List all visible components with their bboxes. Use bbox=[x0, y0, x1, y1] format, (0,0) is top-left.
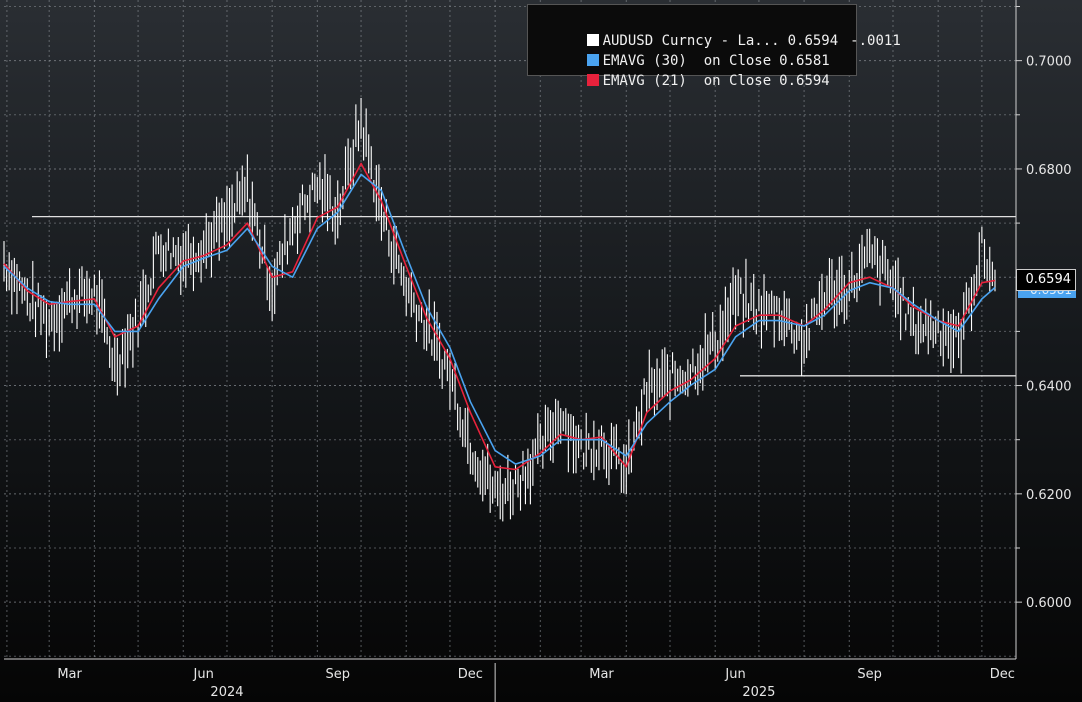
legend-label-ema30: EMAVG (30) on Close bbox=[602, 53, 772, 69]
x-tick-label: Mar bbox=[589, 667, 614, 682]
ema30-line bbox=[3, 173, 996, 465]
grid bbox=[4, 0, 1016, 659]
year-label-2025: 2025 bbox=[742, 685, 775, 700]
year-label-2024: 2024 bbox=[210, 685, 243, 700]
ema21-line bbox=[3, 162, 996, 471]
price-tag-last: 0.6594 bbox=[1016, 269, 1076, 292]
legend-swatch-ema30 bbox=[586, 54, 599, 66]
x-tick-label: Dec bbox=[458, 667, 483, 682]
legend-value-main: 0.6594 bbox=[787, 33, 839, 49]
y-tick-label: 0.7000 bbox=[1026, 55, 1072, 70]
legend-swatch-main bbox=[586, 34, 599, 46]
legend-row-ema30[interactable]: EMAVG (30) on Close 0.6581 bbox=[536, 31, 830, 69]
y-tick-label: 0.6200 bbox=[1026, 488, 1072, 503]
x-tick-label: Sep bbox=[325, 667, 350, 682]
axes: 0.60000.62000.64000.66000.68000.7000MarJ… bbox=[4, 0, 1072, 702]
series-lines bbox=[3, 162, 996, 471]
legend-label-main: AUDUSD Curncy - La... bbox=[602, 33, 780, 49]
legend-label-ema21: EMAVG (21) on Close bbox=[602, 73, 772, 89]
y-tick-label: 0.6400 bbox=[1026, 380, 1072, 395]
x-tick-label: Mar bbox=[57, 667, 82, 682]
legend-row-main[interactable]: AUDUSD Curncy - La... 0.6594 -.0011 bbox=[536, 11, 901, 49]
y-tick-label: 0.6800 bbox=[1026, 163, 1072, 178]
legend-change-main: -.0011 bbox=[850, 33, 901, 49]
legend-value-ema30: 0.6581 bbox=[779, 53, 830, 69]
x-tick-label: Jun bbox=[724, 667, 745, 682]
legend-value-ema21: 0.6594 bbox=[779, 73, 830, 89]
x-tick-label: Dec bbox=[990, 667, 1015, 682]
x-tick-label: Jun bbox=[193, 667, 214, 682]
y-tick-label: 0.6000 bbox=[1026, 596, 1072, 611]
legend-row-ema21[interactable]: EMAVG (21) on Close 0.6594 bbox=[536, 51, 830, 89]
x-tick-label: Sep bbox=[857, 667, 882, 682]
legend-swatch-ema21 bbox=[586, 74, 599, 86]
legend[interactable]: AUDUSD Curncy - La... 0.6594 -.0011 EMAVG … bbox=[527, 4, 901, 89]
horizontal-levels bbox=[32, 215, 1016, 377]
